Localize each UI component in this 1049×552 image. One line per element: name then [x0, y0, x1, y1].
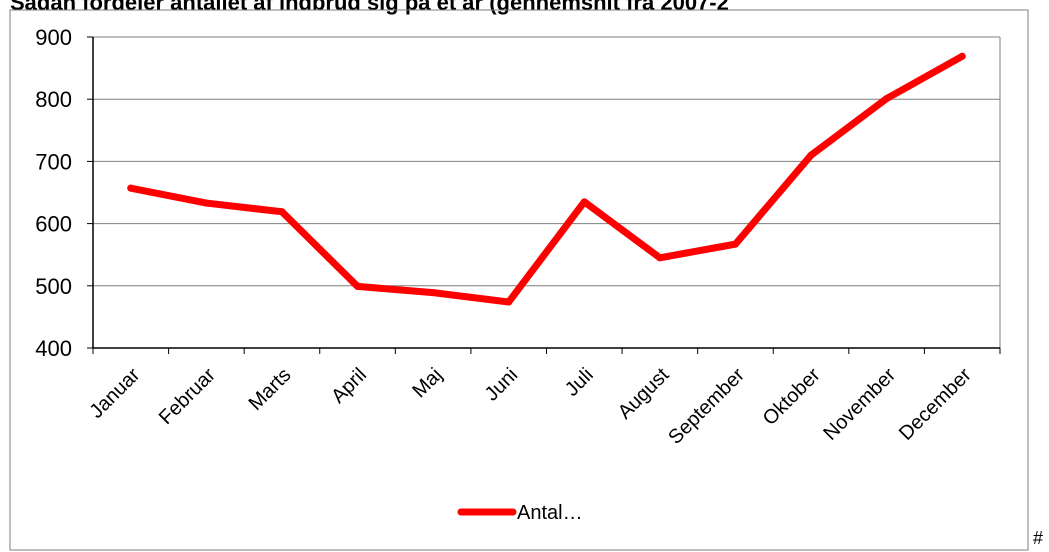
- x-tick-label: Oktober: [759, 364, 825, 430]
- data-point: [580, 198, 588, 206]
- y-tick-label: 600: [35, 212, 72, 237]
- data-point: [883, 95, 891, 103]
- data-point: [202, 199, 210, 207]
- x-tick-label: December: [895, 364, 976, 445]
- chart-title: Sådan fordeler antallet af indbrud sig p…: [10, 0, 729, 15]
- data-point: [807, 151, 815, 159]
- legend-label: Antal…: [517, 502, 583, 524]
- data-point: [278, 208, 286, 216]
- data-point: [127, 184, 135, 192]
- y-tick-label: 400: [35, 336, 72, 361]
- data-point: [656, 254, 664, 262]
- chart-frame: [9, 9, 1029, 551]
- x-tick-label: Januar: [86, 364, 145, 423]
- series-line: [127, 52, 966, 306]
- x-tick-label: September: [664, 364, 749, 449]
- data-point: [505, 298, 513, 306]
- data-point: [731, 240, 739, 248]
- x-tick-label: November: [819, 364, 900, 445]
- x-tick-label: Februar: [155, 364, 220, 429]
- y-tick-label: 900: [35, 25, 72, 50]
- x-tick-label: August: [614, 364, 674, 424]
- data-point: [354, 282, 362, 290]
- x-tick-label: Juni: [481, 364, 523, 406]
- footnote-mark: #: [1033, 528, 1044, 548]
- x-tick-label: Marts: [245, 364, 296, 415]
- x-tick-label: April: [327, 364, 371, 408]
- data-point: [958, 52, 966, 60]
- data-point: [429, 289, 437, 297]
- x-tick-label: Juli: [561, 364, 598, 401]
- y-tick-label: 700: [35, 149, 72, 174]
- y-tick-label: 500: [35, 274, 72, 299]
- x-tick-label: Maj: [408, 364, 446, 402]
- y-tick-label: 800: [35, 87, 72, 112]
